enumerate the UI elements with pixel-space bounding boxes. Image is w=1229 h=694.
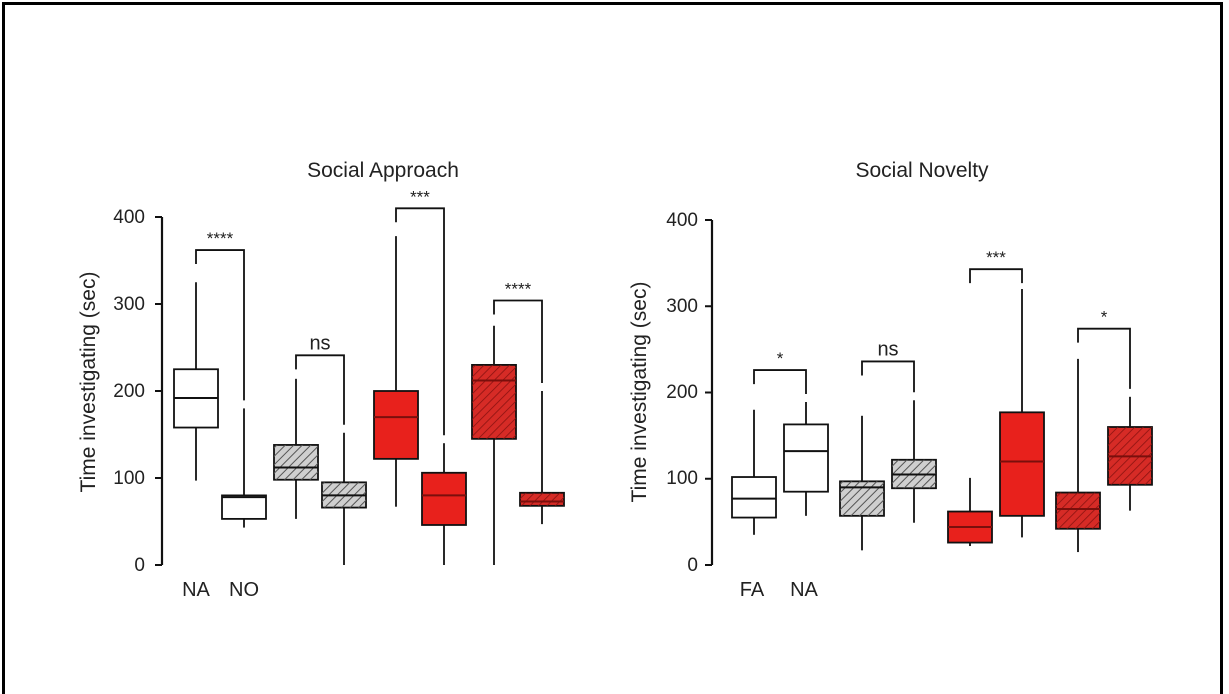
box-5 — [947, 477, 993, 547]
significance-bracket: *** — [395, 187, 445, 436]
y-tick-label: 100 — [113, 468, 145, 489]
bracket-line — [295, 354, 345, 425]
social-approach-panel: Social Approach Time investigating (sec)… — [77, 159, 565, 601]
significance-label: * — [1101, 308, 1108, 327]
box-hatch — [1056, 492, 1100, 529]
box-3 — [273, 378, 319, 519]
bracket-line — [753, 369, 807, 394]
significance-label: * — [777, 349, 784, 368]
box-body — [221, 494, 267, 520]
social-novelty-panel: Social Novelty Time investigating (sec) … — [628, 159, 1153, 601]
significance-bracket: ns — [861, 338, 915, 393]
box-2 — [221, 408, 267, 528]
x-label-na: NA — [790, 579, 818, 601]
x-label-na: NA — [182, 579, 210, 601]
y-tick-label: 300 — [113, 294, 145, 315]
box-4 — [891, 400, 937, 523]
y-tick-label: 200 — [666, 382, 698, 403]
chart-title: Social Approach — [307, 159, 459, 182]
bracket-line — [195, 249, 245, 401]
box-body — [373, 390, 419, 460]
y-tick-label: 300 — [666, 296, 698, 317]
bracket-line — [861, 360, 915, 393]
box-body — [421, 471, 467, 526]
significance-bracket: * — [753, 349, 807, 394]
box-hatch — [274, 444, 318, 480]
box-body — [731, 476, 777, 519]
significance-bracket: * — [1077, 308, 1131, 389]
significance-label: **** — [207, 229, 234, 248]
y-tick-label: 200 — [113, 381, 145, 402]
box-hatch — [472, 364, 516, 439]
bracket-line — [969, 268, 1023, 284]
bracket-line — [1077, 327, 1131, 389]
y-axis-label: Time investigating (sec) — [77, 272, 100, 493]
box-body — [999, 411, 1045, 517]
box-body — [783, 423, 829, 493]
x-label-no: NO — [229, 579, 259, 601]
significance-bracket: **** — [195, 229, 245, 401]
box-1 — [731, 409, 777, 535]
y-tick-label: 0 — [134, 555, 145, 576]
bracket-line — [493, 299, 543, 383]
y-tick-label: 400 — [666, 210, 698, 231]
x-label-fa: FA — [740, 579, 765, 601]
significance-label: ns — [877, 338, 898, 360]
significance-label: **** — [505, 280, 532, 299]
y-tick-label: 400 — [113, 207, 145, 228]
y-tick-labels: 0 100 200 300 400 — [666, 210, 698, 576]
box-8 — [519, 391, 565, 525]
box-hatch — [520, 492, 564, 506]
significance-bracket: *** — [969, 248, 1023, 284]
box-8 — [1107, 396, 1153, 511]
significance-bracket: ns — [295, 332, 345, 425]
box-6 — [421, 443, 467, 565]
y-axis-label: Time investigating (sec) — [628, 282, 651, 503]
y-tick-label: 0 — [687, 555, 698, 576]
y-tick-labels: 0 100 200 300 400 — [113, 207, 145, 576]
significance-bracket: **** — [493, 280, 543, 383]
box-6 — [999, 289, 1045, 538]
box-7 — [1055, 358, 1101, 553]
box-4 — [321, 432, 367, 565]
significance-label: ns — [309, 332, 330, 354]
box-1 — [173, 282, 219, 481]
chart-title: Social Novelty — [855, 159, 989, 182]
box-7 — [471, 325, 517, 565]
y-tick-label: 100 — [666, 468, 698, 489]
significance-label: *** — [410, 187, 430, 206]
significance-label: *** — [986, 248, 1006, 267]
box-3 — [839, 415, 885, 551]
bracket-line — [395, 207, 445, 436]
box-2 — [783, 401, 829, 516]
box-5 — [373, 236, 419, 507]
